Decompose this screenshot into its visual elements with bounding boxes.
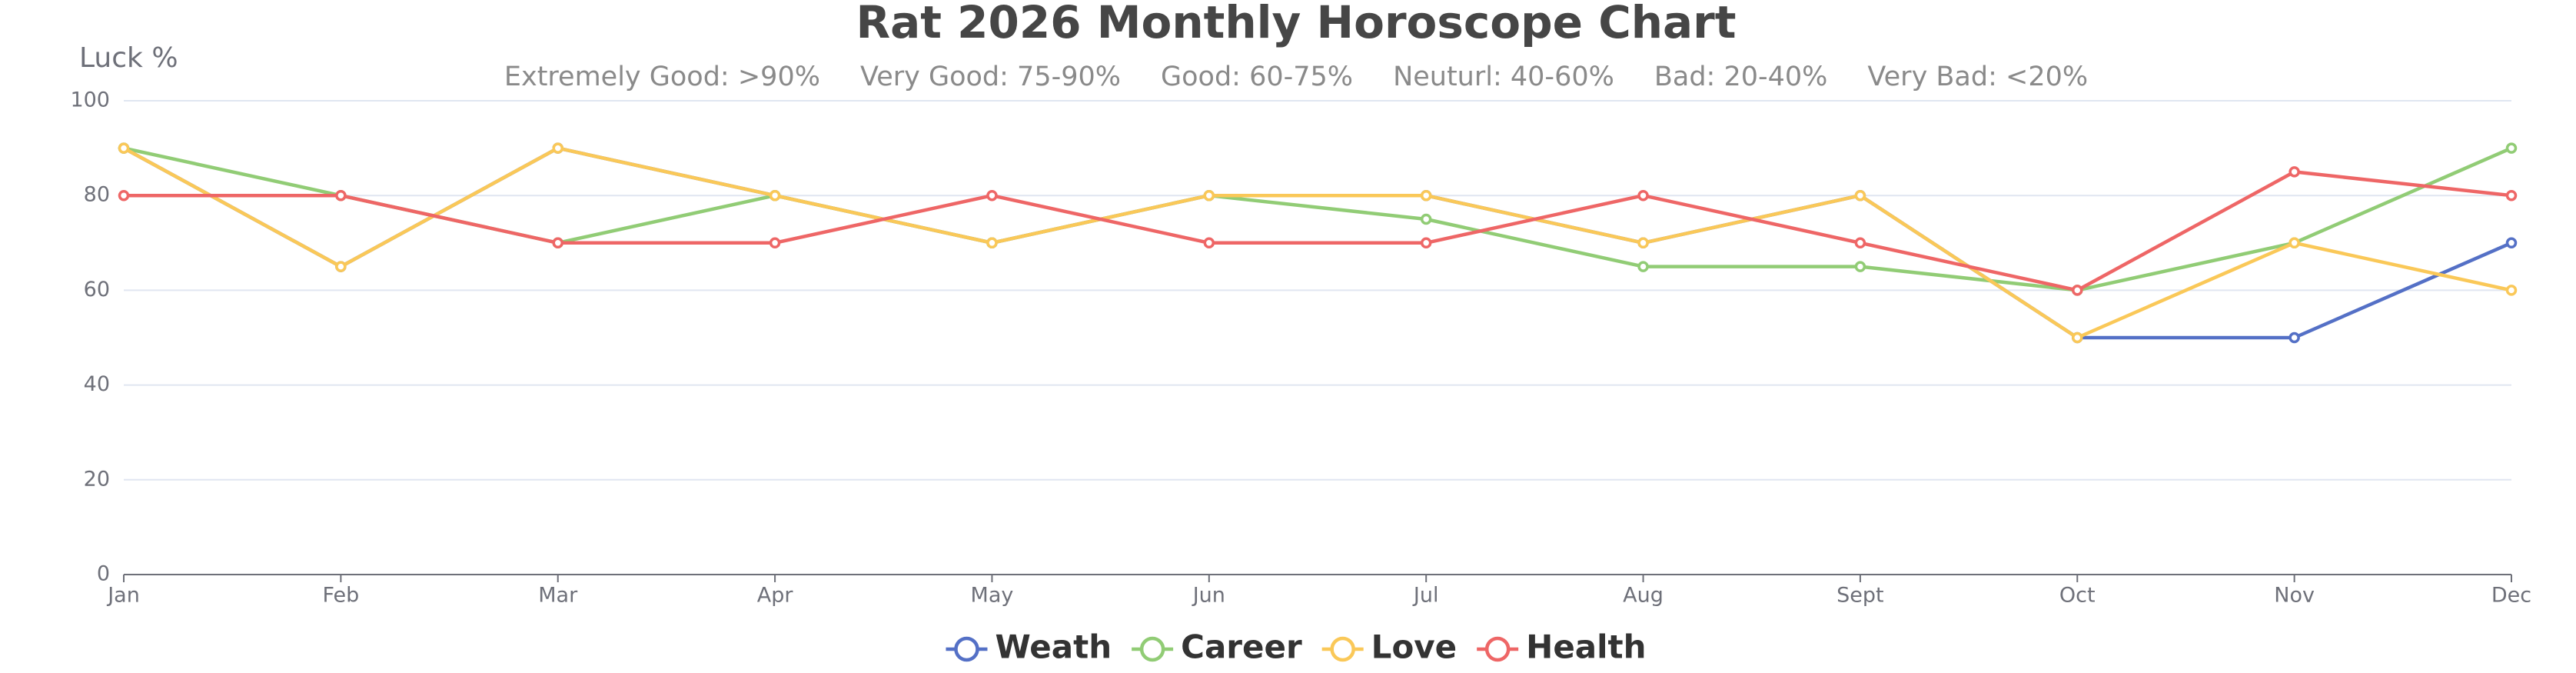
point [1420, 189, 1432, 202]
y-tick-label: 0 [97, 562, 110, 586]
point [1854, 189, 1866, 202]
x-tick-label: Jun [1192, 584, 1225, 608]
point [2505, 285, 2518, 296]
subtitle: Extremely Good: >90% Very Good: 75-90% Goo… [504, 62, 2088, 92]
y-tick-label: 100 [70, 88, 110, 112]
point [1854, 237, 1866, 249]
x-tick-label: Sept [1836, 584, 1883, 608]
legend-item: Weath [946, 628, 1112, 666]
legend-label: Health [1526, 628, 1646, 666]
point [1637, 261, 1649, 272]
x-tick-label: Oct [2059, 584, 2096, 608]
point [1203, 237, 1215, 249]
series-line [124, 170, 2512, 292]
x-tick-label: Aug [1623, 584, 1664, 608]
point [769, 189, 781, 202]
point [2288, 332, 2300, 344]
x-tick-label: Jul [1412, 584, 1439, 608]
point [118, 142, 130, 154]
point [2505, 189, 2518, 202]
point [769, 237, 781, 249]
subtitle-item: Neuturl: 40-60% [1393, 62, 1614, 92]
series-line [123, 146, 2512, 292]
subtitle-item: Very Good: 75-90% [860, 62, 1121, 92]
point [2505, 237, 2518, 249]
point [552, 237, 563, 249]
point [2288, 166, 2300, 178]
legend-marker [954, 636, 979, 662]
legend-item: Health [1477, 628, 1647, 666]
point [986, 237, 998, 249]
point [1203, 189, 1215, 202]
subtitle-item: Bad: 20-40% [1654, 62, 1828, 92]
point [2505, 142, 2518, 154]
point [1637, 189, 1649, 202]
chart-title: Rat 2026 Monthly Horoscope Chart [856, 0, 1736, 48]
legend-label: Career [1181, 628, 1302, 666]
y-tick-label: 60 [84, 278, 110, 302]
point [1420, 213, 1432, 225]
point [552, 142, 563, 154]
y-axis-label: Luck % [79, 42, 178, 74]
x-tick-label: Apr [757, 584, 794, 608]
point [1637, 237, 1649, 249]
legend-label: Weath [995, 628, 1112, 666]
subtitle-item: Extremely Good: >90% [504, 62, 820, 92]
point [986, 189, 998, 202]
x-tick-label: Feb [322, 584, 359, 608]
legend-marker [1484, 636, 1511, 662]
legend: Weath Career Love Health [946, 628, 1647, 666]
y-tick-label: 80 [84, 183, 110, 207]
point [2072, 332, 2083, 344]
legend-marker [1139, 636, 1165, 662]
point [118, 189, 130, 202]
y-tick-label: 20 [84, 467, 110, 491]
point [335, 189, 347, 202]
point [2288, 237, 2300, 249]
legend-label: Love [1371, 628, 1457, 666]
point [2072, 285, 2083, 296]
x-tick-label: Mar [538, 584, 578, 608]
x-tick-label: Jan [106, 584, 140, 608]
legend-marker [1330, 636, 1355, 662]
x-tick-label: Dec [2491, 584, 2531, 608]
y-tick-label: 40 [84, 372, 110, 396]
point [1420, 237, 1432, 249]
x-tick-label: May [971, 584, 1014, 608]
legend-item: Career [1132, 628, 1302, 666]
point [1854, 261, 1866, 272]
series-line [122, 146, 2512, 340]
legend-item: Love [1321, 628, 1457, 666]
subtitle-item: Very Bad: <20% [1867, 62, 2088, 92]
point [335, 261, 347, 272]
subtitle-item: Good: 60-75% [1161, 62, 1353, 92]
x-tick-label: Nov [2274, 584, 2315, 608]
